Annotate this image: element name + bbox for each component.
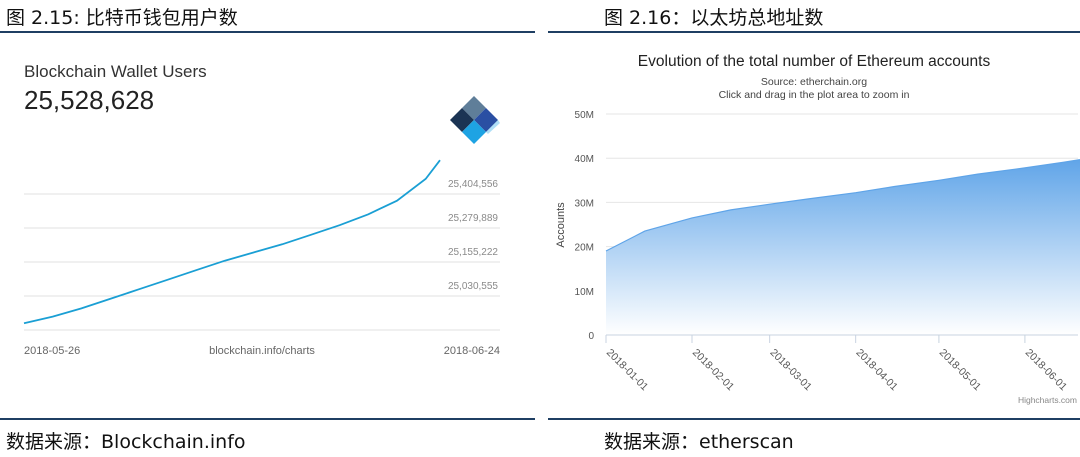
x-tick-label: 2018-06-01	[1023, 347, 1070, 394]
y-tick-label: 25,155,222	[448, 247, 498, 258]
blockchain-logo-icon	[450, 96, 500, 144]
header-rule-left	[0, 31, 535, 33]
chart-subtitle-source: Source: etherchain.org	[761, 76, 867, 88]
y-tick-label: 10M	[575, 287, 594, 298]
wallet-users-value: 25,528,628	[24, 85, 155, 115]
x-tick-start: 2018-05-26	[24, 345, 80, 357]
y-tick-label: 0	[588, 331, 594, 342]
header-rule-right	[548, 31, 1080, 33]
figure-title-right: 图 2.16：以太坊总地址数	[604, 7, 824, 29]
y-tick-label: 30M	[575, 198, 594, 209]
x-tick-end: 2018-06-24	[444, 345, 500, 357]
footer-rule-left	[0, 418, 535, 420]
source-left: 数据来源：Blockchain.info	[6, 431, 246, 453]
chart-subtitle-zoom-hint: Click and drag in the plot area to zoom …	[719, 89, 910, 101]
accounts-line	[605, 158, 1080, 252]
wallet-users-chart: 25,030,555 25,155,222 25,279,889 25,404,556…	[23, 96, 500, 357]
x-tick-label: 2018-05-01	[937, 347, 984, 394]
wallet-users-title: Blockchain Wallet Users	[24, 62, 207, 81]
y-tick-label: 25,404,556	[448, 179, 498, 190]
y-tick-label: 40M	[575, 154, 594, 165]
y-tick-label: 20M	[575, 243, 594, 254]
wallet-users-line	[23, 159, 441, 325]
x-tick-label: 2018-03-01	[768, 347, 815, 394]
chart-footer-link[interactable]: blockchain.info/charts	[209, 345, 315, 357]
y-axis-label: Accounts	[555, 202, 567, 248]
y-tick-label: 25,279,889	[448, 213, 498, 224]
x-tick-label: 2018-02-01	[690, 347, 737, 394]
ethereum-accounts-chart: Evolution of the total number of Ethereu…	[555, 53, 1080, 405]
accounts-area[interactable]	[606, 158, 1080, 335]
source-right: 数据来源：etherscan	[604, 431, 794, 453]
y-tick-label: 25,030,555	[448, 281, 498, 292]
x-tick-label: 2018-01-01	[604, 347, 651, 394]
x-tick-label: 2018-04-01	[854, 347, 901, 394]
y-tick-label: 50M	[575, 110, 594, 121]
figure-title-left: 图 2.15: 比特币钱包用户数	[6, 7, 238, 29]
footer-rule-right	[548, 418, 1080, 420]
chart-title: Evolution of the total number of Ethereu…	[638, 53, 991, 70]
highcharts-credit[interactable]: Highcharts.com	[1018, 395, 1077, 405]
